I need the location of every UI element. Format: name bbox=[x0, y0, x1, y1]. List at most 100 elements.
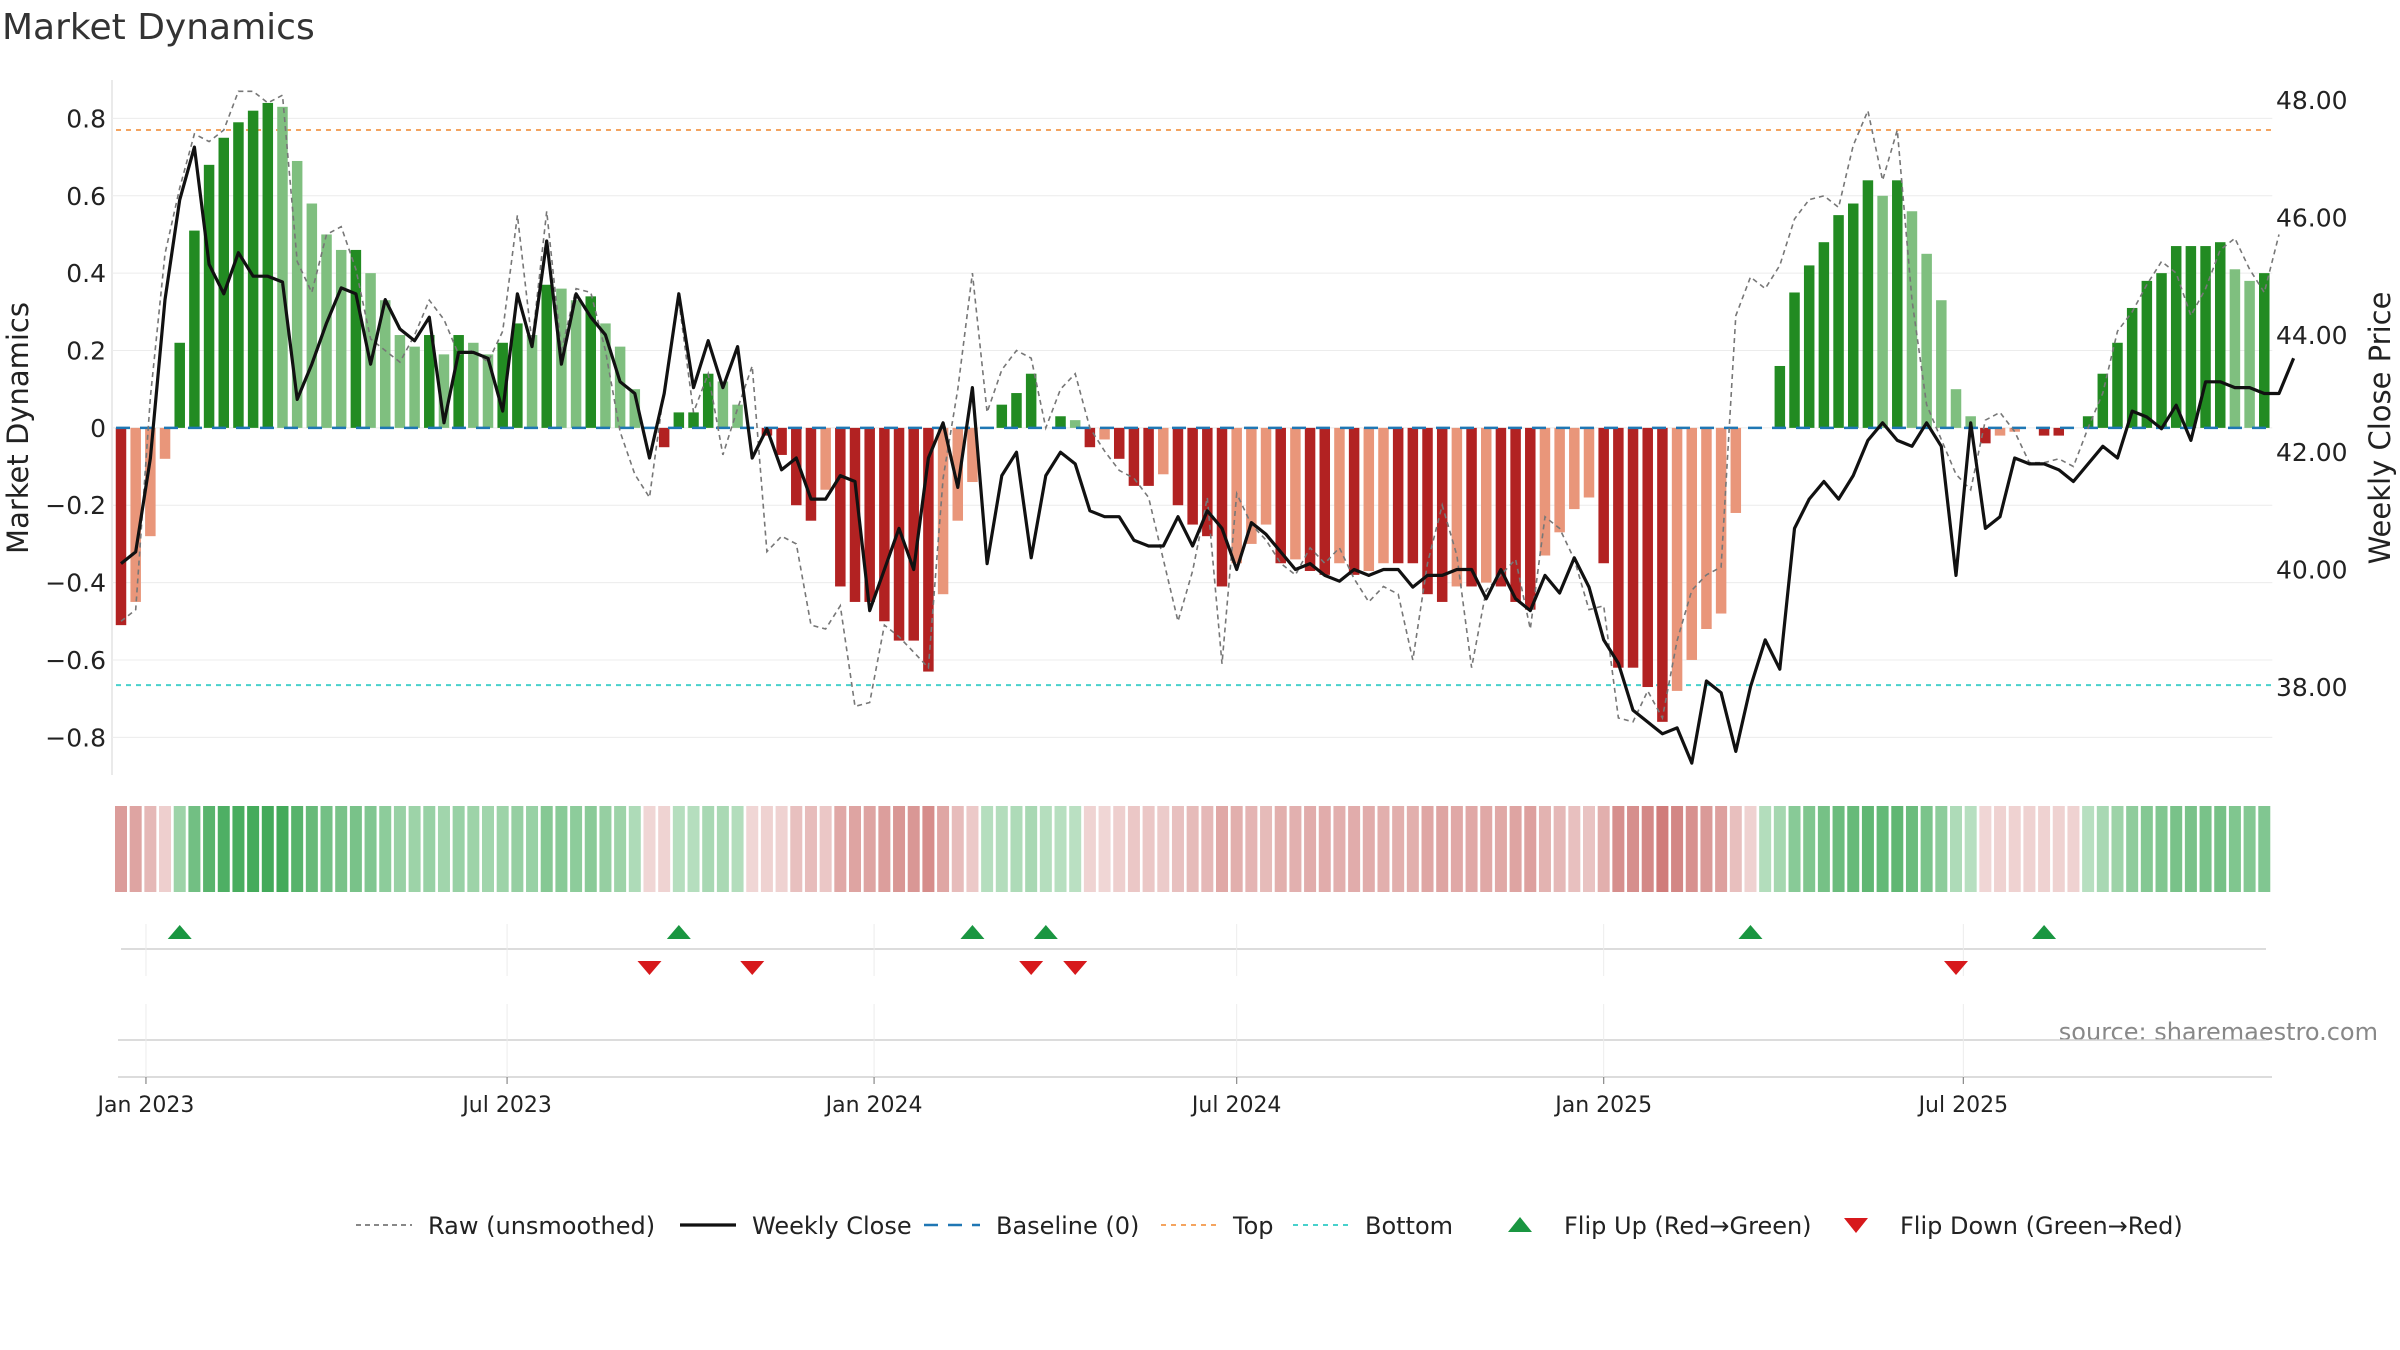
market-dynamics-bar bbox=[1789, 292, 1800, 428]
regime-cell bbox=[1142, 806, 1155, 892]
market-dynamics-bar bbox=[805, 427, 817, 521]
y-tick-label: −0.8 bbox=[45, 723, 106, 752]
regime-cell bbox=[790, 806, 803, 892]
regime-cell bbox=[760, 806, 773, 892]
market-dynamics-bar bbox=[409, 346, 420, 428]
flip-up-marker bbox=[167, 925, 192, 939]
x-tick-label: Jan 2025 bbox=[1553, 1093, 1652, 1118]
regime-cell bbox=[1627, 806, 1640, 892]
market-dynamics-bar bbox=[1304, 427, 1316, 571]
y2-tick-label: 38.00 bbox=[2276, 673, 2348, 702]
market-dynamics-bar bbox=[1701, 427, 1712, 630]
regime-cell bbox=[1245, 806, 1258, 892]
market-dynamics-bar bbox=[1113, 427, 1125, 459]
regime-cell bbox=[291, 806, 304, 892]
market-dynamics-bar bbox=[879, 427, 890, 622]
market-dynamics-bar bbox=[1084, 427, 1096, 448]
regime-cell bbox=[966, 806, 979, 892]
market-dynamics-bar bbox=[1862, 180, 1874, 428]
regime-cell bbox=[2243, 806, 2256, 892]
market-dynamics-bar bbox=[438, 354, 450, 428]
market-dynamics-bar bbox=[1980, 427, 1991, 444]
regime-cell bbox=[584, 806, 597, 892]
regime-cell bbox=[1715, 806, 1728, 892]
regime-cell bbox=[922, 806, 935, 892]
regime-cell bbox=[981, 806, 994, 892]
legend-item: Baseline (0) bbox=[924, 1212, 1139, 1240]
regime-cell bbox=[1494, 806, 1507, 892]
regime-cell bbox=[1039, 806, 1052, 892]
regime-cell bbox=[951, 806, 964, 892]
market-dynamics-bar bbox=[1363, 427, 1375, 571]
regime-cell bbox=[1362, 806, 1375, 892]
market-dynamics-bar bbox=[1818, 242, 1830, 428]
market-dynamics-bar bbox=[1686, 427, 1698, 660]
regime-cell bbox=[643, 806, 656, 892]
regime-cell bbox=[1201, 806, 1214, 892]
regime-cell bbox=[804, 806, 817, 892]
market-dynamics-bar bbox=[1216, 427, 1228, 587]
market-dynamics-bar bbox=[497, 342, 508, 428]
regime-cell bbox=[1083, 806, 1096, 892]
y-tick-label: 0.8 bbox=[66, 104, 106, 133]
regime-cell bbox=[1333, 806, 1346, 892]
market-dynamics-bar bbox=[1025, 373, 1037, 428]
market-dynamics-bar bbox=[1143, 427, 1154, 486]
market-dynamics-bar bbox=[335, 249, 347, 428]
regime-cell bbox=[2140, 806, 2153, 892]
regime-cell bbox=[1113, 806, 1126, 892]
regime-cell bbox=[1935, 806, 1948, 892]
market-dynamics-bar bbox=[1715, 427, 1727, 614]
regime-cell bbox=[1524, 806, 1537, 892]
legend-label: Flip Up (Red→Green) bbox=[1564, 1212, 1812, 1240]
market-dynamics-bar bbox=[1466, 427, 1477, 587]
market-dynamics-bar bbox=[159, 427, 171, 459]
regime-cell bbox=[1803, 806, 1816, 892]
market-dynamics-bar bbox=[262, 102, 274, 428]
market-dynamics-bar bbox=[277, 106, 288, 428]
market-dynamics-bar bbox=[835, 427, 846, 587]
regime-cell bbox=[482, 806, 494, 892]
market-dynamics-bar bbox=[2244, 280, 2255, 428]
regime-cell bbox=[907, 806, 920, 892]
regime-cell bbox=[379, 806, 392, 892]
regime-cell bbox=[1157, 806, 1170, 892]
regime-cell bbox=[2111, 806, 2124, 892]
market-dynamics-bar bbox=[1657, 427, 1668, 722]
regime-cell bbox=[775, 806, 788, 892]
market-dynamics-bar bbox=[1671, 427, 1683, 691]
market-dynamics-bar bbox=[1158, 427, 1169, 475]
market-dynamics-bar bbox=[600, 323, 611, 428]
market-dynamics-bar bbox=[2097, 373, 2109, 428]
regime-cell bbox=[408, 806, 421, 892]
market-dynamics-bar bbox=[937, 427, 949, 595]
regime-cell bbox=[423, 806, 436, 892]
market-dynamics-bar bbox=[1921, 253, 1932, 428]
market-dynamics-bar bbox=[2053, 427, 2065, 436]
regime-cell bbox=[893, 806, 906, 892]
regime-cell bbox=[496, 806, 509, 892]
regime-cell bbox=[232, 806, 245, 892]
regime-cell bbox=[217, 806, 230, 892]
market-dynamics-bar bbox=[1525, 427, 1536, 610]
market-dynamics-bar bbox=[1877, 195, 1888, 428]
source-credit: source: sharemaestro.com bbox=[2059, 1018, 2378, 1046]
regime-cell bbox=[1216, 806, 1228, 892]
regime-cell bbox=[1538, 806, 1551, 892]
market-dynamics-bar bbox=[365, 273, 376, 428]
regime-cell bbox=[731, 806, 744, 892]
market-dynamics-bar bbox=[1598, 427, 1609, 564]
regime-cell bbox=[247, 806, 260, 892]
regime-cell bbox=[1744, 806, 1757, 892]
market-dynamics-bar bbox=[2214, 242, 2226, 428]
regime-cell bbox=[1377, 806, 1390, 892]
flip-up-marker bbox=[2032, 925, 2057, 939]
regime-cell bbox=[614, 806, 627, 892]
market-dynamics-bar bbox=[1730, 427, 1742, 513]
market-dynamics-bar bbox=[2229, 269, 2241, 428]
regime-cell bbox=[115, 806, 127, 892]
market-dynamics-bar bbox=[1407, 427, 1419, 564]
market-dynamics-bar bbox=[688, 412, 699, 428]
main-panel: −0.8 −0.6 −0.4 −0.2 0 0.2 0.4 0.6 0.8 38.00 40.00 4… bbox=[45, 80, 2348, 775]
regime-cell bbox=[364, 806, 377, 892]
